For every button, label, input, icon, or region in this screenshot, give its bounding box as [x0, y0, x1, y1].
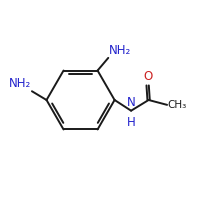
Text: NH₂: NH₂: [109, 44, 131, 57]
Text: O: O: [143, 70, 152, 82]
Text: CH₃: CH₃: [167, 100, 187, 110]
Text: N: N: [127, 96, 136, 109]
Text: H: H: [127, 116, 136, 129]
Text: NH₂: NH₂: [9, 77, 31, 90]
